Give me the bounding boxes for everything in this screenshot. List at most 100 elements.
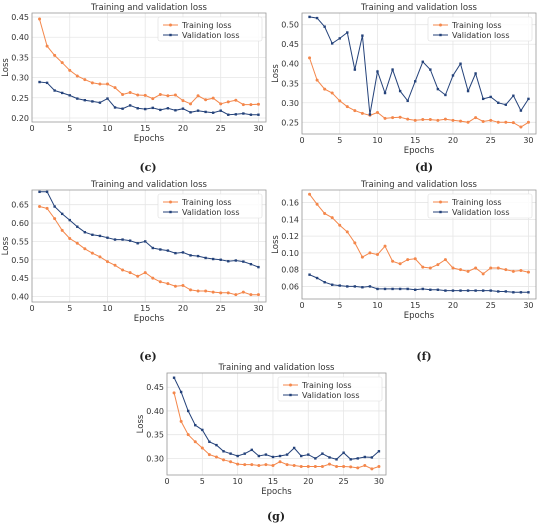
- validation-loss-point: [186, 409, 190, 413]
- training-loss-point: [219, 291, 223, 295]
- training-loss-point: [90, 81, 94, 85]
- training-loss-point: [428, 266, 432, 270]
- training-loss-point: [459, 268, 463, 272]
- y-tick-label: 0.65: [11, 201, 29, 210]
- validation-loss-point: [53, 89, 56, 92]
- legend-swatch-marker: [169, 33, 172, 37]
- validation-loss-point: [227, 260, 230, 263]
- validation-loss-point: [321, 452, 324, 455]
- validation-loss-line: [309, 16, 529, 115]
- validation-loss-point: [222, 450, 225, 453]
- training-loss-point: [489, 266, 493, 270]
- training-loss-point: [53, 53, 57, 57]
- training-loss-point: [121, 93, 125, 97]
- validation-loss-point: [474, 72, 477, 75]
- training-loss-point: [511, 269, 515, 273]
- validation-loss-point: [459, 62, 462, 65]
- training-loss-point: [398, 115, 402, 119]
- training-loss-point: [474, 266, 478, 270]
- training-loss-point: [363, 464, 367, 468]
- validation-loss-point: [243, 452, 246, 455]
- training-loss-point: [60, 61, 64, 65]
- y-tick-label: 0.25: [281, 118, 299, 127]
- validation-loss-point: [166, 107, 170, 110]
- training-loss-point: [519, 125, 523, 129]
- validation-loss-point: [257, 454, 261, 458]
- validation-loss-point: [121, 107, 124, 110]
- validation-loss-point: [113, 106, 117, 109]
- training-loss-point: [105, 260, 109, 264]
- validation-loss-point: [121, 238, 124, 241]
- y-axis-label: Loss: [271, 64, 281, 83]
- x-tick-label: 15: [410, 301, 420, 310]
- x-tick-label: 15: [140, 304, 150, 313]
- validation-loss-point: [497, 290, 500, 293]
- training-loss-point: [90, 251, 94, 255]
- validation-loss-point: [136, 242, 139, 245]
- validation-loss-point: [330, 42, 334, 45]
- validation-loss-point: [91, 233, 94, 236]
- validation-loss-point: [151, 246, 154, 250]
- validation-loss-point: [53, 205, 56, 208]
- validation-loss-point: [307, 453, 310, 456]
- training-loss-point: [229, 460, 233, 464]
- legend-swatch-marker: [439, 200, 442, 204]
- validation-loss-point: [292, 446, 296, 450]
- plot-frame: [31, 189, 267, 303]
- legend-swatch-marker: [169, 23, 172, 27]
- training-loss-point: [370, 467, 374, 471]
- y-tick-label: 0.45: [11, 13, 29, 22]
- validation-loss-point: [98, 101, 102, 104]
- validation-loss-point: [414, 288, 417, 291]
- validation-loss-point: [159, 108, 162, 112]
- validation-loss-point: [271, 455, 275, 459]
- validation-loss-point: [98, 234, 102, 238]
- training-loss-point: [391, 259, 395, 263]
- y-tick-label: 0.35: [281, 79, 299, 88]
- training-loss-point: [181, 283, 185, 287]
- legend-swatch-marker: [289, 393, 292, 397]
- validation-loss-point: [363, 455, 367, 459]
- validation-loss-point: [144, 240, 147, 243]
- validation-loss-point: [159, 248, 162, 251]
- validation-loss-point: [466, 289, 470, 292]
- y-tick-label: 0.45: [11, 274, 29, 283]
- training-loss-point: [356, 466, 360, 470]
- training-loss-point: [204, 289, 208, 293]
- legend-box: [157, 16, 263, 42]
- x-tick-label: 30: [253, 304, 263, 313]
- x-tick-label: 10: [102, 124, 112, 133]
- training-loss-point: [211, 290, 215, 294]
- x-tick-label: 25: [486, 136, 496, 145]
- validation-loss-point: [181, 251, 185, 254]
- validation-loss-point: [391, 68, 394, 71]
- training-loss-point: [166, 282, 170, 286]
- training-loss-point: [292, 464, 296, 468]
- training-loss-point: [256, 102, 260, 106]
- training-loss-point: [68, 236, 72, 240]
- y-tick-label: 0.40: [11, 292, 29, 301]
- validation-loss-point: [234, 113, 238, 116]
- training-loss-point: [166, 94, 170, 98]
- legend-box: [277, 376, 383, 402]
- x-tick-label: 20: [178, 304, 188, 313]
- training-loss-point: [474, 116, 478, 120]
- y-axis-label: Loss: [271, 235, 281, 254]
- training-loss-point: [200, 446, 204, 450]
- validation-loss-point: [353, 285, 357, 288]
- training-loss-point: [481, 272, 485, 276]
- training-loss-point: [327, 462, 331, 466]
- x-tick-label: 25: [486, 301, 496, 310]
- training-loss-point: [406, 258, 410, 262]
- training-loss-point: [443, 117, 447, 121]
- training-loss-point: [315, 78, 319, 82]
- validation-loss-point: [444, 289, 447, 292]
- training-loss-point: [98, 255, 102, 259]
- training-loss-point: [173, 93, 177, 97]
- y-tick-label: 0.06: [281, 282, 299, 291]
- validation-loss-point: [300, 454, 303, 458]
- validation-loss-point: [338, 37, 341, 40]
- training-loss-point: [83, 78, 87, 82]
- training-loss-point: [481, 120, 485, 124]
- training-loss-point: [436, 118, 440, 122]
